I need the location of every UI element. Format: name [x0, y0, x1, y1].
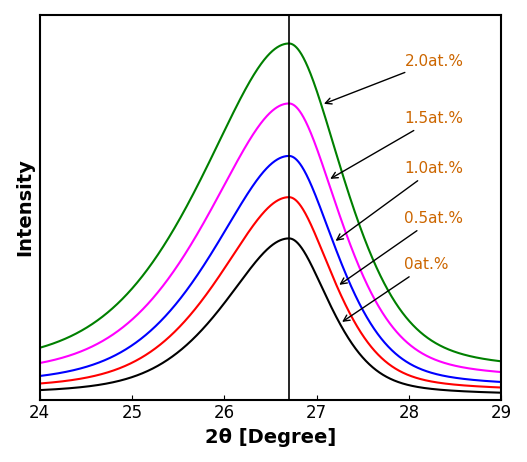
X-axis label: 2θ [Degree]: 2θ [Degree] — [205, 428, 336, 447]
Text: 2.0at.%: 2.0at.% — [325, 54, 463, 104]
Text: 1.0at.%: 1.0at.% — [337, 161, 463, 240]
Text: 0.5at.%: 0.5at.% — [340, 211, 463, 284]
Text: 0at.%: 0at.% — [344, 257, 449, 321]
Text: 1.5at.%: 1.5at.% — [331, 111, 463, 178]
Y-axis label: Intensity: Intensity — [15, 158, 34, 256]
